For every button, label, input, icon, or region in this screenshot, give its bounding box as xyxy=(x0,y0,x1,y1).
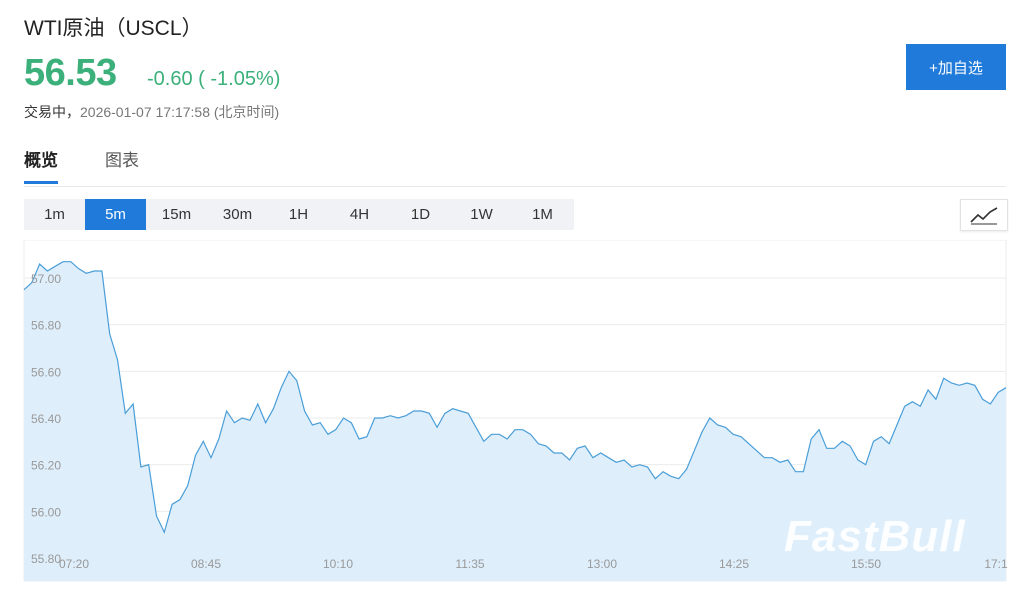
interval-selector: 1m 5m 15m 30m 1H 4H 1D 1W 1M xyxy=(24,199,574,230)
tab-chart[interactable]: 图表 xyxy=(105,151,139,170)
y-tick-label: 56.00 xyxy=(31,505,61,519)
interval-1w[interactable]: 1W xyxy=(470,206,493,223)
add-to-watchlist-button[interactable]: +加自选 xyxy=(906,44,1006,90)
interval-30m[interactable]: 30m xyxy=(222,206,253,223)
interval-15m[interactable]: 15m xyxy=(161,206,192,223)
trading-status: 交易中，2026-01-07 17:17:58 (北京时间) xyxy=(24,102,279,122)
interval-4h[interactable]: 4H xyxy=(349,206,370,223)
y-tick-label: 57.00 xyxy=(31,272,61,286)
series-area xyxy=(24,261,1006,581)
interval-1m[interactable]: 1m xyxy=(44,206,65,223)
x-tick-label: 08:45 xyxy=(191,557,221,571)
watermark-logo: FastBull xyxy=(784,512,966,561)
y-tick-label: 56.40 xyxy=(31,412,61,426)
instrument-title: WTI原油（USCL） xyxy=(24,17,203,40)
x-tick-label: 11:35 xyxy=(455,557,484,571)
tab-bar: 概览 图表 xyxy=(24,150,1006,187)
x-tick-label: 13:00 xyxy=(587,557,617,571)
series-line xyxy=(23,261,1007,535)
x-tick-label: 15:50 xyxy=(851,557,881,571)
chart-type-button[interactable] xyxy=(960,199,1008,231)
y-tick-label: 55.80 xyxy=(31,552,61,566)
price-change: -0.60 ( -1.05%) xyxy=(147,68,281,90)
y-tick-label: 56.60 xyxy=(31,365,61,379)
x-tick-label: 14:25 xyxy=(719,557,749,571)
timestamp: 2026-01-07 17:17:58 (北京时间) xyxy=(80,104,280,120)
y-tick-label: 56.80 xyxy=(31,319,61,333)
price-chart[interactable]: 57.00 56.80 56.60 56.40 56.20 56.00 55.8007:20… xyxy=(0,240,1024,590)
interval-1d[interactable]: 1D xyxy=(410,206,431,223)
interval-1mo[interactable]: 1M xyxy=(532,206,553,223)
y-tick-label: 56.20 xyxy=(31,459,61,473)
interval-5m[interactable]: 5m xyxy=(85,199,146,230)
interval-1h[interactable]: 1H xyxy=(288,206,309,223)
line-chart-icon xyxy=(970,207,998,225)
x-tick-label: 10:10 xyxy=(323,557,353,571)
current-price: 56.53 xyxy=(24,52,117,94)
x-tick-label: 07:20 xyxy=(59,557,89,571)
x-tick-label: 17:1 xyxy=(984,557,1008,571)
tab-overview[interactable]: 概览 xyxy=(24,150,58,184)
status-label: 交易中， xyxy=(24,104,80,120)
